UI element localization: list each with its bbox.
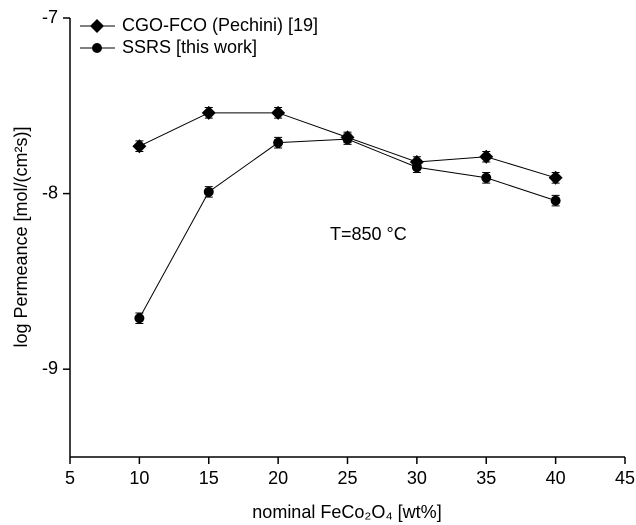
y-tick-label: -7 — [42, 7, 58, 27]
series-line — [139, 112, 556, 179]
marker — [203, 186, 214, 197]
marker — [134, 313, 145, 324]
legend-label: SSRS [this work] — [122, 37, 257, 57]
x-tick-label: 35 — [476, 468, 496, 488]
legend-marker — [90, 19, 104, 33]
marker — [411, 162, 422, 173]
x-tick-label: 45 — [615, 468, 635, 488]
marker — [132, 139, 147, 154]
marker — [201, 105, 216, 120]
x-tick-label: 5 — [65, 468, 75, 488]
y-axis-label: log Permeance [mol/(cm²s)] — [11, 126, 31, 347]
y-tick-label: -8 — [42, 182, 58, 202]
annotation: T=850 °C — [330, 224, 407, 244]
x-tick-label: 25 — [337, 468, 357, 488]
legend-label: CGO-FCO (Pechini) [19] — [122, 15, 318, 35]
x-tick-label: 20 — [268, 468, 288, 488]
legend-marker — [92, 43, 102, 53]
marker — [548, 170, 563, 185]
marker — [342, 134, 353, 145]
marker — [271, 105, 286, 120]
x-tick-label: 30 — [407, 468, 427, 488]
marker — [273, 137, 284, 148]
x-tick-label: 15 — [199, 468, 219, 488]
marker — [479, 149, 494, 164]
x-axis-label: nominal FeCo₂O₄ [wt%] — [252, 502, 441, 522]
marker — [481, 172, 492, 183]
y-tick-label: -9 — [42, 358, 58, 378]
x-tick-label: 40 — [546, 468, 566, 488]
x-tick-label: 10 — [129, 468, 149, 488]
marker — [550, 195, 561, 206]
